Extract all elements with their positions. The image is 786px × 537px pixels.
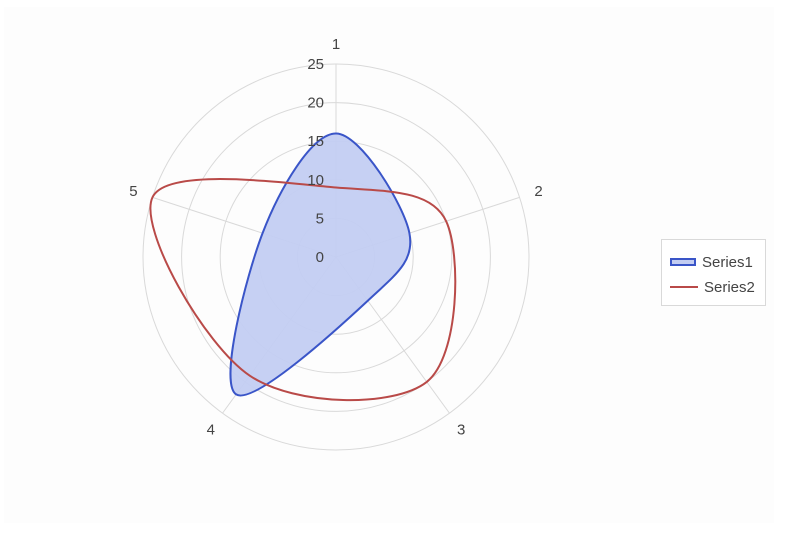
category-label: 5 (129, 183, 137, 200)
legend-swatch-series2 (670, 286, 698, 288)
legend-swatch-series1 (670, 258, 696, 266)
radial-tick-label: 10 (307, 172, 324, 189)
legend: Series1 Series2 (661, 239, 766, 306)
legend-label-series1: Series1 (702, 253, 753, 271)
category-label: 4 (207, 421, 215, 438)
category-label: 1 (332, 36, 340, 53)
category-labels: 1 2 3 4 5 (129, 36, 542, 438)
legend-item-series1: Series1 (670, 252, 753, 272)
series-1-line (229, 132, 412, 397)
category-label: 2 (534, 183, 542, 200)
legend-item-series2: Series2 (670, 277, 755, 297)
category-label: 3 (457, 421, 465, 438)
radar-series (149, 132, 457, 401)
radial-tick-label: 0 (316, 249, 324, 266)
radial-tick-label: 15 (307, 133, 324, 150)
radial-tick-label: 20 (307, 95, 324, 112)
radial-tick-label: 5 (316, 210, 324, 227)
radial-tick-labels: 0 5 10 15 20 25 (307, 56, 324, 266)
radial-tick-label: 25 (307, 56, 324, 73)
legend-label-series2: Series2 (704, 278, 755, 296)
series-2-line (149, 178, 457, 401)
